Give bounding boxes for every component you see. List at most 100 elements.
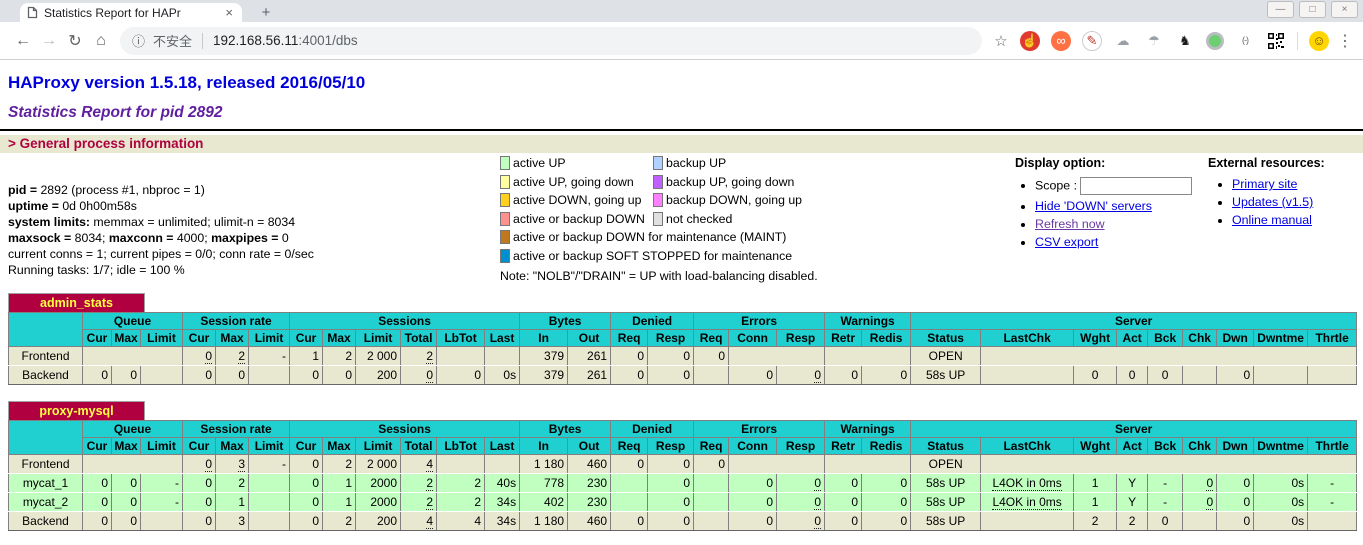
- display-options-list: Scope : Hide 'DOWN' servers Refresh now CS…: [1005, 177, 1202, 249]
- column-header: Thrtle: [1307, 329, 1358, 347]
- site-info-icon[interactable]: ⓘ: [132, 34, 146, 49]
- emoji-extension-icon[interactable]: ☺: [1309, 30, 1329, 51]
- browser-tab[interactable]: Statistics Report for HAPr ×: [20, 3, 242, 22]
- column-header: Act: [1116, 329, 1149, 347]
- stat-cell: 2: [322, 346, 357, 366]
- column-header: Resp: [776, 437, 826, 455]
- stat-cell: 1: [322, 492, 357, 512]
- stat-cell: [1253, 365, 1309, 385]
- brackets-extension-icon[interactable]: (-): [1242, 35, 1249, 45]
- stat-cell: 0: [610, 511, 649, 531]
- stats-table: Queue Session rate Sessions Bytes Denied Erro…: [8, 312, 1358, 385]
- stat-cell: [693, 365, 730, 385]
- legend-swatch: [500, 156, 510, 170]
- stat-cell: [1182, 365, 1218, 385]
- stat-cell: 0: [776, 365, 826, 385]
- stat-cell: 0: [400, 365, 438, 385]
- infinity-extension-icon[interactable]: ∞: [1051, 30, 1071, 51]
- legend-item: backup DOWN, going up: [653, 193, 802, 207]
- forward-icon[interactable]: →: [41, 31, 57, 49]
- stat-cell: 0s: [1253, 492, 1309, 512]
- gnome-foot-extension-icon[interactable]: ♞: [1179, 33, 1191, 48]
- column-header: Req: [693, 329, 730, 347]
- stat-cell: [248, 473, 291, 493]
- page-title[interactable]: HAProxy version 1.5.18, released 2016/05…: [8, 73, 366, 92]
- column-group-server: Server: [910, 420, 1358, 438]
- table-row-frontend: Frontend 0 3-0 2 2 000 4 1 180 460 0 0 0 OPEN: [8, 454, 1358, 474]
- link-hide-down-servers[interactable]: Hide 'DOWN' servers: [1035, 199, 1152, 213]
- column-group-session-rate: Session rate: [182, 312, 291, 330]
- stat-cell: 0: [1216, 511, 1255, 531]
- omnibox-separator: [202, 32, 204, 49]
- tab-close-icon[interactable]: ×: [225, 5, 233, 20]
- stat-cell: Y: [1116, 492, 1149, 512]
- link-primary-site[interactable]: Primary site: [1232, 177, 1298, 191]
- process-info: pid = 2892 (process #1, nbproc = 1) uptim…: [0, 183, 500, 279]
- stat-cell: 0: [824, 492, 863, 512]
- corner-header: [8, 420, 83, 455]
- stat-cell: 0: [289, 365, 324, 385]
- stat-cell: 0: [610, 365, 649, 385]
- stat-cell: 0: [436, 365, 486, 385]
- list-item: CSV export: [1035, 235, 1202, 249]
- stat-cell: 0: [1073, 365, 1118, 385]
- stat-cell: 0: [289, 473, 324, 493]
- stat-cell: 0: [693, 454, 730, 474]
- address-bar[interactable]: ⓘ 不安全 192.168.56.11 :4001/dbs: [120, 26, 982, 55]
- cloud-extension-icon[interactable]: ☁: [1116, 33, 1130, 48]
- pen-extension-icon[interactable]: ✎: [1082, 30, 1102, 51]
- legend-item: active or backup SOFT STOPPED for mainte…: [500, 248, 792, 263]
- legend-item: active UP, going down: [500, 174, 653, 189]
- stat-cell: 2: [400, 492, 438, 512]
- column-header: Status: [910, 437, 982, 455]
- stat-cell: 0: [182, 492, 217, 512]
- stat-cell: 379: [519, 346, 569, 366]
- green-dot-extension-icon[interactable]: [1206, 31, 1224, 50]
- stat-cell: [81, 454, 184, 474]
- column-header: Max: [322, 437, 357, 455]
- stat-cell: 0: [289, 454, 324, 474]
- column-header: Limit: [248, 437, 291, 455]
- link-online-manual[interactable]: Online manual: [1232, 213, 1312, 227]
- page-favicon-icon: [27, 6, 38, 19]
- link-refresh-now[interactable]: Refresh now: [1035, 217, 1105, 231]
- list-item: Primary site: [1232, 177, 1363, 191]
- stat-cell: 0: [1182, 492, 1218, 512]
- process-info-line: Running tasks: 1/7; idle = 100 %: [8, 262, 185, 277]
- stat-cell: 0: [647, 346, 695, 366]
- column-group-bytes: Bytes: [519, 312, 612, 330]
- scope-input[interactable]: [1080, 177, 1193, 195]
- stat-cell: [693, 492, 730, 512]
- window-restore-button[interactable]: □: [1299, 1, 1326, 18]
- link-csv-export[interactable]: CSV export: [1035, 235, 1099, 249]
- stat-cell: 0: [289, 492, 324, 512]
- legend-note: Note: "NOLB"/"DRAIN" = UP with load-bala…: [500, 269, 818, 283]
- stat-cell: 2 000: [355, 454, 402, 474]
- window-minimize-button[interactable]: —: [1267, 1, 1294, 18]
- parachute-extension-icon[interactable]: ☂: [1148, 33, 1160, 48]
- adblock-extension-icon[interactable]: ☝: [1020, 30, 1040, 51]
- stat-cell: 4: [400, 511, 438, 531]
- legend-item: backup UP, going down: [653, 174, 794, 189]
- window-close-button[interactable]: ×: [1331, 1, 1358, 18]
- stat-cell: 0: [647, 511, 695, 531]
- stat-cell: 40s: [484, 473, 521, 493]
- stat-cell: OPEN: [910, 454, 982, 474]
- back-icon[interactable]: ←: [15, 31, 31, 49]
- legend-label: active UP, going down: [513, 174, 634, 189]
- home-icon[interactable]: ⌂: [96, 31, 106, 49]
- bookmark-star-icon[interactable]: ☆: [994, 32, 1008, 50]
- new-tab-button[interactable]: +: [261, 4, 271, 21]
- browser-menu-icon[interactable]: ⋮: [1337, 32, 1353, 50]
- stat-cell: 778: [519, 473, 569, 493]
- stat-cell: 1: [289, 346, 324, 366]
- stat-cell: [980, 511, 1075, 531]
- qr-code-extension-icon[interactable]: [1266, 31, 1286, 51]
- column-header: Cur: [289, 437, 324, 455]
- stat-cell: 34s: [484, 492, 521, 512]
- reload-icon[interactable]: ↻: [68, 32, 82, 50]
- link-updates-v1-5[interactable]: Updates (v1.5): [1232, 195, 1314, 209]
- column-header: Cur: [82, 437, 112, 455]
- legend-label: backup UP: [666, 156, 727, 170]
- stat-cell: 230: [567, 492, 612, 512]
